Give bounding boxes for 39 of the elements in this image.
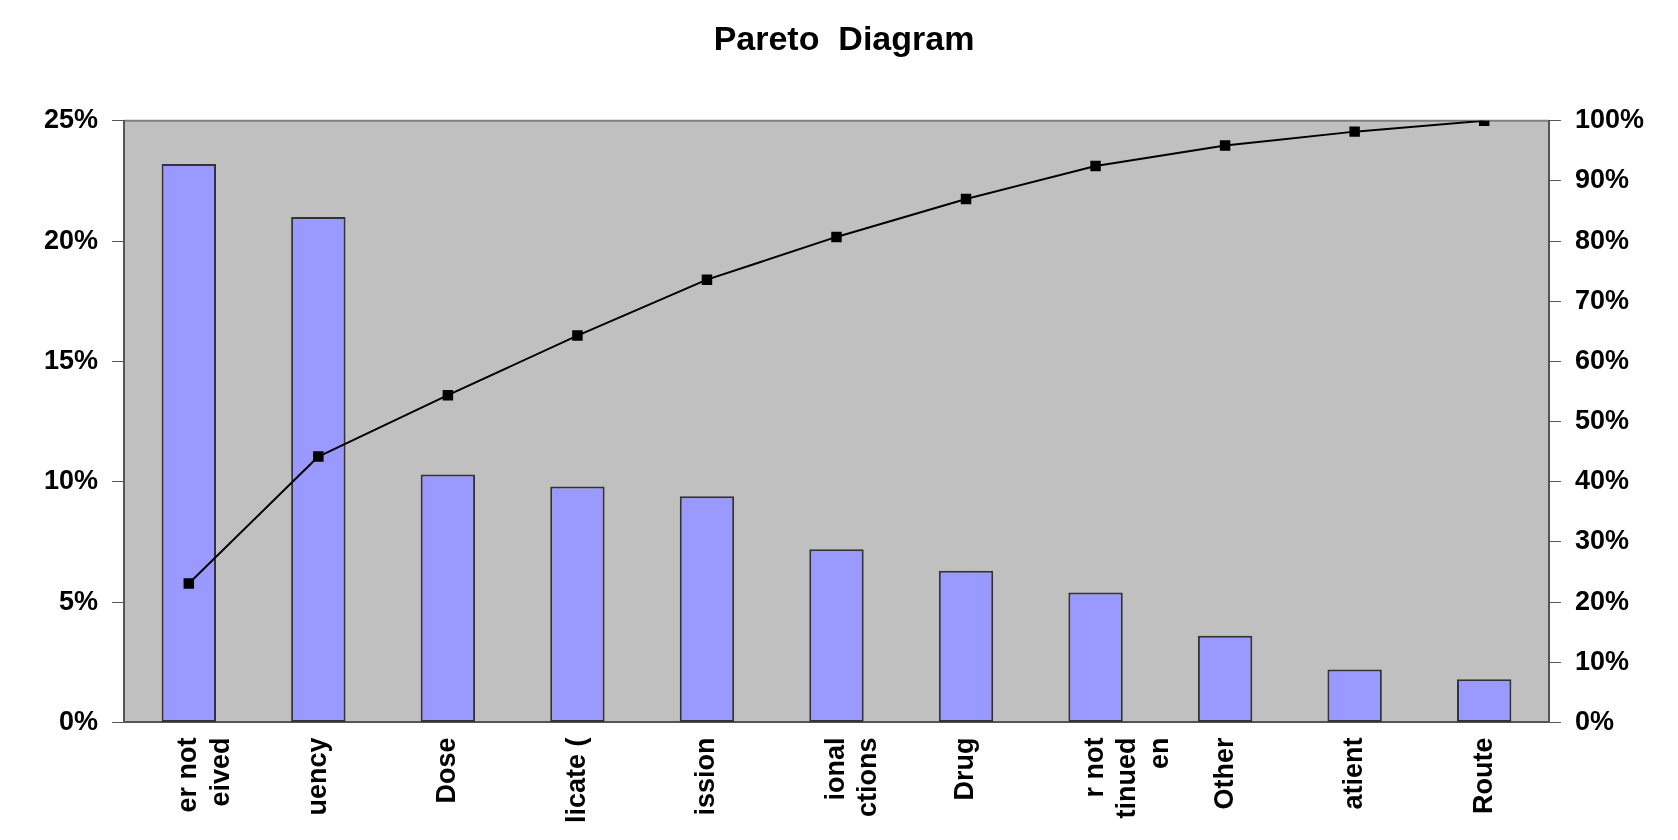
y2-tick-label: 80%: [1574, 224, 1629, 255]
x-tick-label: ission: [690, 737, 721, 816]
y2-tick-label: 100%: [1574, 104, 1645, 135]
point: [960, 193, 972, 205]
chart-title: Pareto Diagram: [713, 18, 975, 57]
x-tick-label: uency: [301, 737, 332, 816]
x-tick-label: licate (: [560, 737, 591, 824]
point: [572, 330, 583, 341]
point: [183, 578, 195, 589]
y-tick-label: 15%: [43, 344, 99, 375]
point: [701, 274, 713, 285]
x-tick-label: ional ctions: [819, 737, 883, 817]
y-tick-label: 25%: [43, 104, 99, 135]
point: [1090, 160, 1101, 172]
y2-tick-label: 10%: [1574, 645, 1629, 676]
x-tick-label: Drug: [949, 737, 980, 801]
point: [1219, 140, 1231, 151]
y2-tick-label: 40%: [1574, 465, 1629, 496]
point: [442, 389, 454, 401]
y2-tick-label: 70%: [1574, 284, 1629, 315]
y2-tick-label: 20%: [1574, 585, 1629, 616]
x-tick-label: Dose: [431, 737, 462, 804]
y-tick-label: 0%: [59, 705, 99, 736]
x-tick-label: Other: [1208, 736, 1239, 810]
y-tick-label: 10%: [43, 465, 99, 496]
x-tick-label: atient: [1338, 737, 1369, 810]
x-tick-label: Route: [1467, 737, 1498, 814]
x-tick-label: r not tinued en: [1079, 737, 1174, 819]
y-tick-label: 20%: [43, 224, 99, 255]
point: [313, 451, 324, 462]
y2-tick-label: 60%: [1574, 344, 1629, 375]
y-tick-label: 5%: [59, 585, 99, 616]
point: [831, 231, 842, 243]
y2-tick-label: 50%: [1574, 405, 1629, 436]
y2-tick-label: 30%: [1574, 525, 1629, 556]
point: [1349, 126, 1360, 137]
x-tick-label: er not eived: [172, 737, 235, 813]
y2-tick-label: 0%: [1574, 705, 1614, 736]
y2-tick-label: 90%: [1574, 164, 1629, 195]
